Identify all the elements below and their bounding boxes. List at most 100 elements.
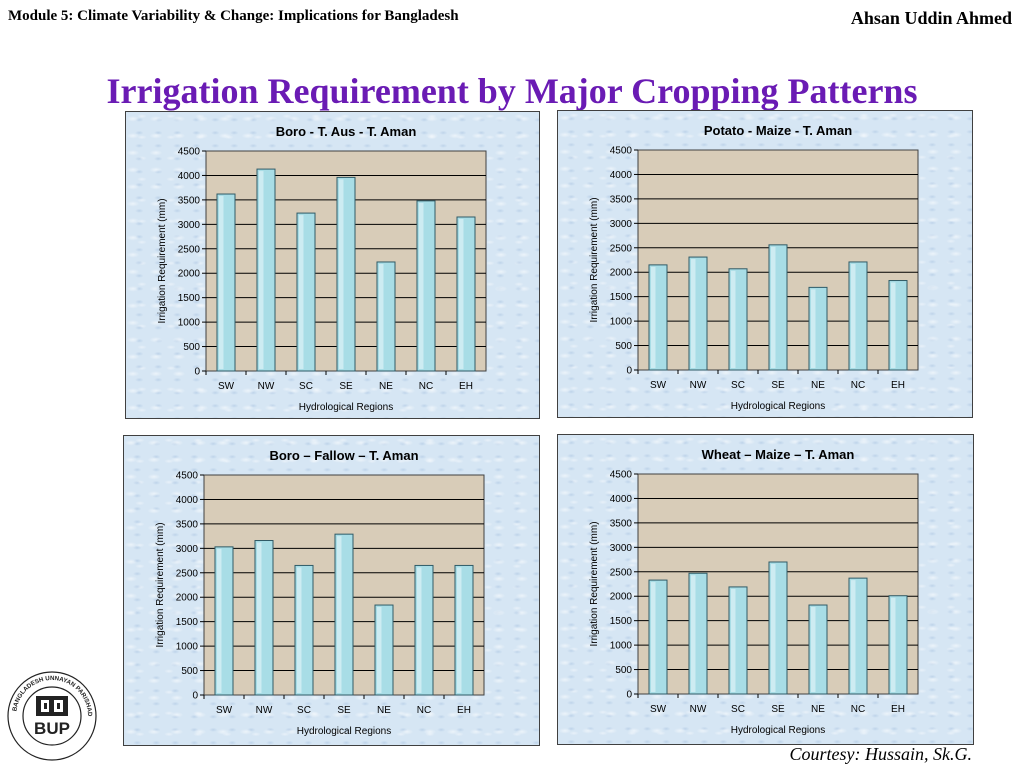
bar-highlight	[297, 567, 302, 693]
y-tick-label: 2000	[610, 592, 633, 603]
y-tick-label: 1500	[610, 292, 633, 303]
bar-highlight	[651, 266, 656, 368]
y-tick-label: 3500	[176, 519, 199, 530]
y-tick-label: 2500	[610, 243, 633, 254]
chart-title: Boro – Fallow – T. Aman	[269, 448, 418, 463]
author-name: Ahsan Uddin Ahmed	[850, 8, 1012, 28]
y-tick-label: 2000	[176, 593, 199, 604]
y-tick-label: 500	[615, 665, 632, 676]
bar-highlight	[339, 179, 344, 369]
bar-highlight	[419, 202, 424, 369]
y-tick-label: 500	[615, 341, 632, 352]
x-tick-label: NW	[256, 705, 273, 716]
y-tick-label: 3500	[610, 518, 633, 529]
bar-highlight	[457, 567, 462, 693]
bar-highlight	[731, 588, 736, 692]
x-tick-label: EH	[459, 381, 473, 392]
x-axis-label: Hydrological Regions	[297, 726, 392, 737]
y-tick-label: 3500	[178, 195, 201, 206]
y-tick-label: 2500	[610, 567, 633, 578]
bar-chart-1: Potato - Maize - T. Aman 0 500 1000 1500 2000…	[589, 123, 919, 412]
y-tick-label: 3500	[610, 194, 633, 205]
slide-title: Irrigation Requirement by Major Cropping…	[106, 71, 918, 111]
x-tick-label: NC	[419, 381, 433, 392]
x-axis-label: Hydrological Regions	[731, 725, 826, 736]
x-tick-label: NW	[690, 704, 707, 715]
bar-highlight	[811, 289, 816, 368]
y-tick-label: 500	[183, 342, 200, 353]
bar-highlight	[219, 196, 224, 369]
y-axis-label: Irrigation Requirement (mm)	[157, 198, 168, 323]
bar-highlight	[379, 263, 384, 369]
x-tick-label: SE	[337, 705, 351, 716]
bup-logo-text: BUP	[34, 719, 70, 738]
chart-title: Potato - Maize - T. Aman	[704, 123, 852, 138]
y-tick-label: 4000	[610, 494, 633, 505]
y-tick-label: 3000	[610, 219, 633, 230]
y-tick-label: 4500	[610, 146, 633, 157]
chart-panel-potato-maize-taman: Potato - Maize - T. Aman 0 500 1000 1500 2000…	[557, 110, 973, 418]
bup-logo: BUP BANGLADESH UNNAYAN PARISHAD	[6, 670, 98, 762]
y-tick-label: 1500	[610, 616, 633, 627]
y-axis-label: Irrigation Requirement (mm)	[589, 197, 600, 322]
y-tick-label: 4000	[176, 495, 199, 506]
bar-highlight	[691, 575, 696, 692]
y-tick-label: 500	[181, 666, 198, 677]
y-tick-label: 0	[194, 367, 200, 378]
x-tick-label: SW	[218, 381, 235, 392]
bar-highlight	[651, 582, 656, 692]
bar-highlight	[851, 580, 856, 692]
x-tick-label: NE	[377, 705, 391, 716]
y-tick-label: 1000	[610, 317, 633, 328]
x-axis-label: Hydrological Regions	[299, 402, 394, 413]
bar-highlight	[731, 270, 736, 368]
bar-highlight	[891, 282, 896, 368]
x-tick-label: NE	[811, 704, 825, 715]
bar-highlight	[377, 607, 382, 693]
bar-highlight	[417, 567, 422, 693]
x-tick-label: NC	[851, 380, 865, 391]
y-tick-label: 0	[626, 366, 632, 377]
y-tick-label: 4500	[176, 471, 199, 482]
x-tick-label: SW	[650, 704, 667, 715]
chart-title: Boro - T. Aus - T. Aman	[276, 124, 417, 139]
x-tick-label: NC	[417, 705, 431, 716]
bar-chart-2: Boro – Fallow – T. Aman 0 500 1000 1500 2000 2…	[155, 448, 485, 737]
y-tick-label: 3000	[610, 543, 633, 554]
bar-chart-3: Wheat – Maize – T. Aman 0 500 1000 1500 2000 2…	[589, 447, 919, 736]
x-tick-label: NW	[258, 381, 275, 392]
y-tick-label: 2000	[610, 268, 633, 279]
x-tick-label: NE	[811, 380, 825, 391]
bar-highlight	[811, 607, 816, 692]
bar-highlight	[851, 263, 856, 368]
x-tick-label: SC	[731, 704, 745, 715]
bup-logo-graphic: BUP BANGLADESH UNNAYAN PARISHAD	[7, 671, 97, 761]
bar-highlight	[217, 548, 222, 693]
x-tick-label: EH	[891, 704, 905, 715]
x-tick-label: SW	[216, 705, 233, 716]
x-tick-label: SC	[297, 705, 311, 716]
x-tick-label: SC	[299, 381, 313, 392]
y-tick-label: 4000	[178, 171, 201, 182]
y-axis-label: Irrigation Requirement (mm)	[589, 521, 600, 646]
x-tick-label: NW	[690, 380, 707, 391]
x-tick-label: SE	[339, 381, 353, 392]
y-tick-label: 4500	[610, 470, 633, 481]
x-tick-label: EH	[457, 705, 471, 716]
y-axis-label: Irrigation Requirement (mm)	[155, 522, 166, 647]
x-tick-label: SE	[771, 704, 785, 715]
x-tick-label: SE	[771, 380, 785, 391]
x-axis-label: Hydrological Regions	[731, 401, 826, 412]
bar-highlight	[257, 542, 262, 693]
y-tick-label: 1000	[178, 318, 201, 329]
chart-panel-wheat-maize-taman: Wheat – Maize – T. Aman 0 500 1000 1500 2000 2…	[557, 434, 974, 745]
y-tick-label: 0	[192, 691, 198, 702]
y-tick-label: 1500	[176, 617, 199, 628]
bar-highlight	[771, 246, 776, 368]
bar-highlight	[459, 219, 464, 369]
y-tick-label: 3000	[176, 544, 199, 555]
courtesy-note: Courtesy: Hussain, Sk.G.	[789, 744, 973, 764]
bar-highlight	[259, 171, 264, 369]
module-header: Module 5: Climate Variability & Change: …	[8, 8, 459, 24]
x-tick-label: NE	[379, 381, 393, 392]
